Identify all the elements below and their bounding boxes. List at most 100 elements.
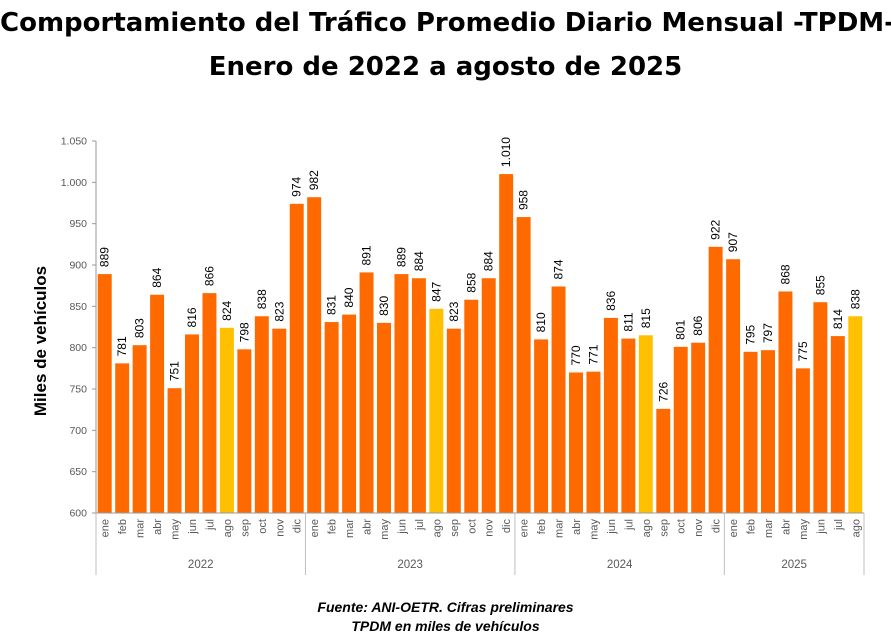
x-month-label: ago <box>431 519 443 537</box>
x-month-label: dic <box>711 519 723 534</box>
source-note: Fuente: ANI-OETR. Cifras preliminares <box>317 599 574 615</box>
value-label: 840 <box>342 287 356 307</box>
value-label: 797 <box>761 323 775 343</box>
bar <box>219 327 234 513</box>
value-label: 836 <box>604 291 618 311</box>
x-month-label: may <box>170 519 182 540</box>
bar <box>726 259 741 513</box>
y-tick-label: 850 <box>69 301 87 313</box>
value-label: 806 <box>691 315 705 335</box>
x-month-label: nov <box>274 519 286 537</box>
chart-title-line-1: Comportamiento del Tráfico Promedio Diar… <box>0 8 891 38</box>
bar <box>848 316 863 513</box>
x-month-label: dic <box>292 519 304 534</box>
value-label: 982 <box>307 170 321 190</box>
bar <box>307 197 322 514</box>
x-month-label: may <box>588 519 600 540</box>
x-month-label: jun <box>606 519 618 535</box>
value-label: 810 <box>534 312 548 332</box>
bar <box>813 302 828 513</box>
x-month-label: feb <box>536 519 548 534</box>
x-month-label: ene <box>728 519 740 537</box>
y-tick-label: 950 <box>69 218 87 230</box>
x-month-label: sep <box>239 519 251 537</box>
x-month-label: jun <box>815 519 827 535</box>
bar <box>638 335 653 513</box>
value-label: 815 <box>639 308 653 328</box>
bar <box>621 338 636 513</box>
bar <box>778 291 793 513</box>
x-month-label: feb <box>327 519 339 534</box>
value-label: 801 <box>674 319 688 339</box>
x-month-label: sep <box>658 519 670 537</box>
chart-title: Comportamiento del Tráfico Promedio Diar… <box>0 4 891 86</box>
bar <box>516 217 531 513</box>
bar <box>691 342 706 513</box>
bar <box>464 299 479 513</box>
value-label: 795 <box>744 324 758 344</box>
bar <box>342 314 357 513</box>
year-label: 2024 <box>607 559 633 571</box>
value-label: 858 <box>464 272 478 292</box>
value-label: 884 <box>482 251 496 271</box>
x-month-label: mar <box>763 519 775 538</box>
x-month-label: nov <box>484 519 496 537</box>
value-label: 838 <box>848 289 862 309</box>
value-label: 814 <box>831 309 845 329</box>
value-label: 891 <box>360 245 374 265</box>
bar <box>132 345 147 513</box>
x-month-label: jul <box>414 519 426 531</box>
bar <box>185 334 199 513</box>
chart-footer: Fuente: ANI-OETR. Cifras preliminares TP… <box>0 598 891 636</box>
value-label: 823 <box>447 301 461 321</box>
bar <box>551 286 566 513</box>
x-month-label: mar <box>135 519 147 538</box>
x-month-label: jul <box>204 519 216 531</box>
year-label: 2025 <box>781 559 807 571</box>
value-label: 868 <box>778 264 792 284</box>
value-label: 775 <box>796 341 810 361</box>
value-label: 922 <box>709 219 723 239</box>
bar <box>761 350 775 513</box>
y-tick-label: 750 <box>69 384 87 396</box>
bar <box>586 371 601 513</box>
x-month-label: oct <box>466 519 478 534</box>
x-month-label: ago <box>641 519 653 537</box>
x-month-label: may <box>379 519 391 540</box>
x-month-label: abr <box>571 519 583 535</box>
chart-title-line-2: Enero de 2022 a agosto de 2025 <box>208 52 683 82</box>
bar <box>272 328 287 513</box>
bar <box>830 336 845 513</box>
value-label: 781 <box>115 336 129 356</box>
value-label: 907 <box>726 232 740 252</box>
x-month-label: dic <box>501 519 513 534</box>
value-label: 838 <box>255 289 269 309</box>
x-month-label: oct <box>676 519 688 534</box>
bar <box>394 274 409 513</box>
x-month-label: ene <box>519 519 531 537</box>
x-month-label: oct <box>257 519 269 534</box>
bar <box>359 272 374 513</box>
bar <box>237 349 252 513</box>
bar <box>656 408 671 513</box>
value-label: 811 <box>621 312 635 331</box>
bar <box>708 246 723 513</box>
x-month-label: nov <box>693 519 705 537</box>
x-month-label: ene <box>309 519 321 537</box>
value-label: 798 <box>237 322 251 342</box>
value-label: 847 <box>429 281 443 301</box>
bar <box>289 203 304 513</box>
x-month-label: ene <box>100 519 112 537</box>
unit-note: TPDM en miles de vehículos <box>351 618 540 634</box>
bar <box>115 363 130 513</box>
bar <box>499 174 514 514</box>
bar <box>743 351 758 513</box>
x-month-label: feb <box>746 519 758 534</box>
bar <box>603 317 618 513</box>
bar <box>481 278 496 513</box>
x-month-label: abr <box>362 519 374 535</box>
bar <box>795 368 810 513</box>
bar <box>673 346 688 513</box>
x-month-label: may <box>798 519 810 540</box>
